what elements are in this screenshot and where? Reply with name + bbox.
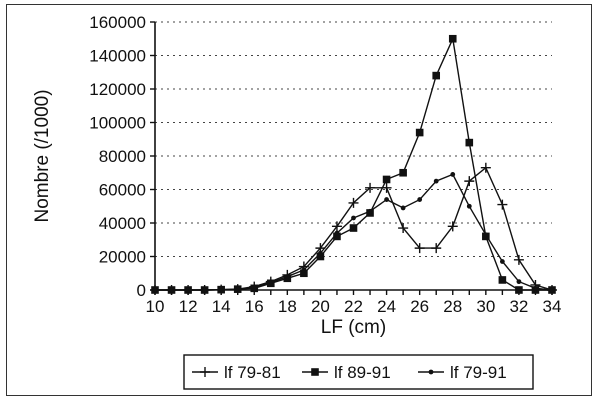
y-axis-title: Nombre (/1000) — [32, 89, 53, 222]
data-point — [499, 259, 505, 264]
x-tick-label: 16 — [245, 297, 264, 316]
y-tick-label: 60000 — [99, 181, 146, 200]
data-point — [464, 176, 475, 187]
data-point — [331, 221, 342, 232]
data-point — [516, 279, 522, 285]
data-point — [447, 221, 458, 232]
series-line — [155, 173, 553, 291]
data-point — [549, 287, 555, 293]
series-lf-79-91 — [152, 172, 555, 293]
data-point — [448, 34, 457, 43]
x-tick-label: 22 — [344, 297, 363, 316]
data-point — [381, 182, 392, 193]
data-point — [334, 230, 340, 236]
series-line — [155, 36, 552, 291]
y-tick-label: 120000 — [89, 80, 146, 99]
data-point — [433, 178, 439, 184]
data-point — [417, 197, 423, 202]
data-point — [414, 243, 425, 254]
data-point — [349, 224, 358, 232]
x-tick-label: 20 — [311, 297, 330, 316]
y-tick-label: 160000 — [89, 13, 146, 32]
data-point — [251, 285, 257, 290]
legend-marker — [200, 367, 210, 377]
data-point — [185, 287, 191, 293]
data-point — [218, 287, 224, 293]
data-point — [351, 215, 356, 221]
series-lf-89-91 — [151, 34, 556, 294]
series-layer — [150, 34, 557, 295]
data-point — [431, 243, 442, 254]
data-point — [367, 208, 373, 214]
data-point — [432, 71, 441, 80]
legend-label: lf 79-81 — [224, 363, 281, 382]
data-point — [483, 232, 489, 238]
data-point — [268, 280, 274, 285]
data-point — [384, 197, 389, 202]
grid-lines — [155, 21, 552, 257]
x-tick-label: 18 — [278, 297, 297, 316]
x-tick-label: 14 — [212, 297, 231, 316]
data-point — [301, 267, 307, 273]
legend-marker — [428, 369, 434, 375]
chart-frame: 0 20000 40000 60000 80000 100000 120000 140000 1… — [6, 4, 592, 396]
data-point — [398, 223, 409, 234]
legend: lf 79-81 lf 89-91 lf 79-91 — [183, 354, 534, 390]
data-point — [400, 205, 406, 211]
legend-label: lf 89-91 — [334, 363, 391, 382]
data-point — [399, 168, 407, 177]
data-point — [318, 250, 323, 256]
legend-item: lf 79-91 — [418, 363, 507, 382]
x-tick-label: 34 — [543, 297, 562, 316]
data-point — [169, 287, 174, 293]
data-point — [300, 269, 308, 278]
data-point — [533, 285, 538, 291]
legend-marker — [311, 368, 319, 376]
x-tick-label: 24 — [377, 297, 396, 316]
x-tick-label: 10 — [146, 297, 165, 316]
data-point — [415, 128, 424, 137]
data-point — [316, 252, 325, 261]
data-point — [382, 175, 391, 184]
x-tick-label: 12 — [179, 297, 198, 316]
data-point — [515, 286, 523, 294]
data-point — [498, 276, 507, 284]
y-tick-label: 140000 — [89, 47, 146, 66]
x-tick-label: 32 — [509, 297, 528, 316]
x-tick-label: 28 — [443, 297, 462, 316]
x-tick-label: 30 — [476, 297, 495, 316]
data-point — [235, 286, 241, 292]
data-point — [465, 138, 474, 147]
data-point — [480, 162, 491, 173]
legend-box — [183, 354, 534, 390]
x-axis-title: LF (cm) — [321, 317, 386, 338]
legend-item: lf 79-81 — [192, 363, 281, 382]
data-point — [466, 203, 472, 209]
y-tick-label: 20000 — [99, 248, 146, 267]
data-point — [497, 199, 508, 210]
data-point — [202, 287, 208, 293]
data-point — [348, 197, 359, 208]
axes: 0 20000 40000 60000 80000 100000 120000 140000 1… — [89, 13, 561, 316]
data-point — [152, 287, 158, 293]
data-point — [513, 254, 524, 265]
legend-label: lf 79-91 — [450, 363, 507, 382]
data-point — [365, 182, 376, 193]
legend-item: lf 89-91 — [302, 363, 391, 382]
line-chart: 0 20000 40000 60000 80000 100000 120000 140000 1… — [32, 13, 561, 390]
y-tick-label: 100000 — [89, 114, 146, 133]
y-tick-label: 40000 — [99, 214, 146, 233]
data-point — [284, 274, 290, 279]
x-tick-label: 26 — [410, 297, 429, 316]
data-point — [333, 232, 341, 241]
y-tick-label: 0 — [137, 281, 146, 300]
y-tick-label: 80000 — [99, 147, 146, 166]
data-point — [450, 172, 456, 177]
